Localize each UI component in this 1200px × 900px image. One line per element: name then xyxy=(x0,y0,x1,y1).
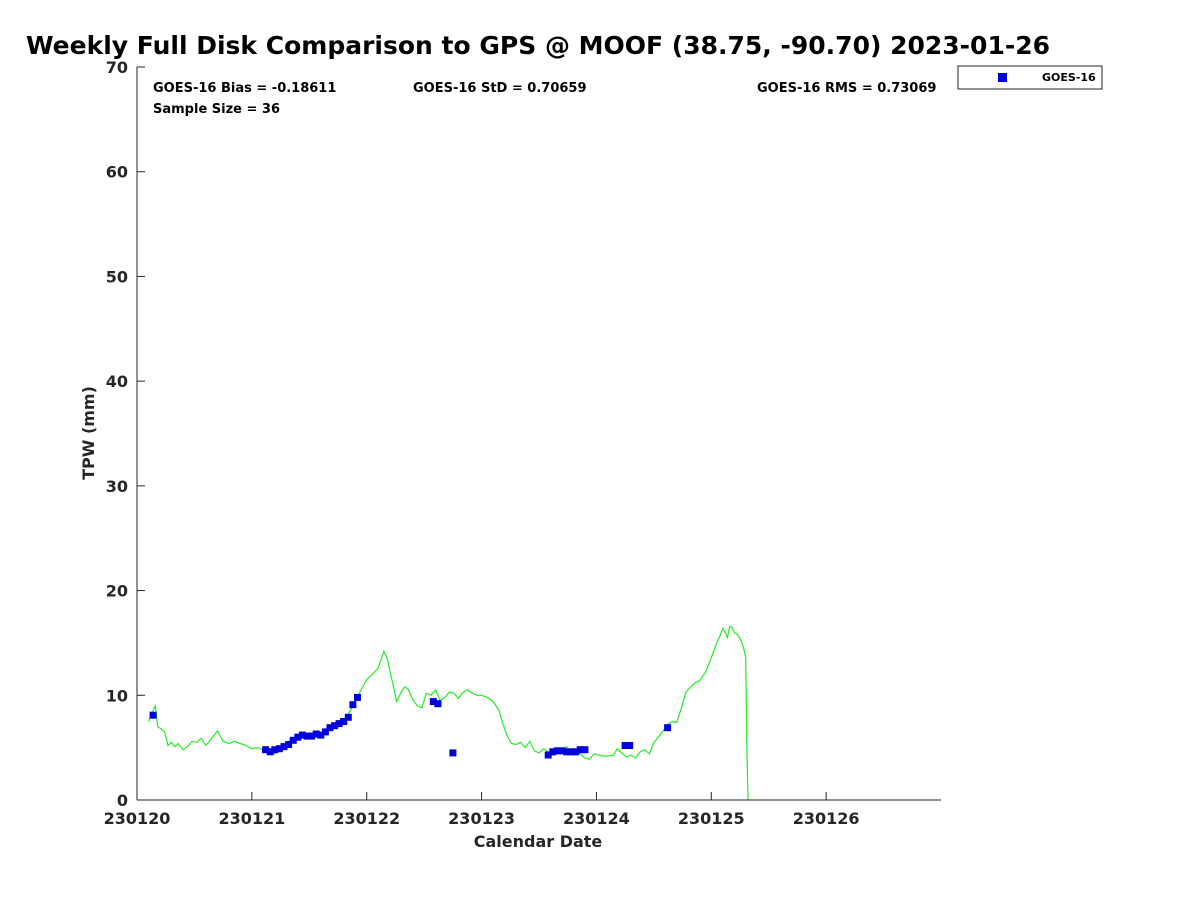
goes16-point xyxy=(285,741,293,748)
legend-marker xyxy=(998,73,1007,82)
y-tick-label: 20 xyxy=(106,582,128,601)
chart-title: Weekly Full Disk Comparison to GPS @ MOO… xyxy=(26,31,1050,60)
sample-size-stat: Sample Size = 36 xyxy=(153,102,280,117)
x-tick-label: 230124 xyxy=(563,809,630,828)
goes16-point xyxy=(303,732,311,740)
goes16-point xyxy=(271,746,279,754)
legend-box xyxy=(957,65,1103,90)
bias-stat: GOES-16 Bias = -0.18611 xyxy=(153,81,336,96)
legend: GOES-16 xyxy=(957,65,1103,90)
goes16-point xyxy=(280,743,288,751)
rms-stat: GOES-16 RMS = 0.73069 xyxy=(757,81,936,96)
goes16-point xyxy=(626,742,634,749)
goes16-point xyxy=(335,720,343,728)
goes16-point xyxy=(331,722,339,730)
goes16-point xyxy=(344,713,352,721)
y-tick-label: 60 xyxy=(106,163,128,182)
x-tick-label: 230121 xyxy=(218,809,285,828)
goes16-point xyxy=(544,751,552,759)
goes16-point xyxy=(317,731,325,739)
x-axis-label: Calendar Date xyxy=(474,832,603,851)
goes16-point xyxy=(298,731,306,739)
goes16-point xyxy=(449,749,457,757)
goes16-point xyxy=(275,745,283,753)
goes16-point xyxy=(572,748,580,756)
y-tick-label: 40 xyxy=(106,372,128,391)
goes16-point xyxy=(581,746,589,754)
x-tick-label: 230123 xyxy=(448,809,515,828)
x-axis-ticks: 230120 230121 230122 230123 230124 230125 2301… xyxy=(104,792,860,828)
x-tick-label: 230126 xyxy=(793,809,860,828)
x-tick-label: 230125 xyxy=(678,809,745,828)
goes16-point xyxy=(558,747,566,755)
goes16-point xyxy=(664,724,672,732)
axes xyxy=(136,67,941,801)
goes16-point xyxy=(321,728,329,736)
y-axis-label: TPW (mm) xyxy=(79,386,98,480)
y-tick-label: 30 xyxy=(106,477,128,496)
gps-series-line xyxy=(147,625,749,801)
goes16-point xyxy=(262,746,270,754)
y-tick-label: 70 xyxy=(106,58,128,77)
goes16-points xyxy=(149,693,672,759)
gps-series xyxy=(147,625,749,801)
goes16-point xyxy=(563,748,571,756)
goes16-point xyxy=(294,733,302,741)
goes16-point xyxy=(349,701,357,709)
goes16-point xyxy=(326,724,334,732)
goes16-point xyxy=(429,698,437,706)
y-tick-label: 50 xyxy=(106,267,128,286)
std-stat: GOES-16 StD = 0.70659 xyxy=(413,81,587,96)
goes16-point xyxy=(266,748,274,756)
y-tick-label: 0 xyxy=(117,791,128,810)
legend-label: GOES-16 xyxy=(1042,71,1096,84)
goes16-point xyxy=(567,748,575,756)
goes16-point xyxy=(149,711,157,719)
goes16-point xyxy=(289,736,297,744)
goes16-point xyxy=(549,748,557,756)
y-axis-ticks: 0 10 20 30 40 50 60 70 xyxy=(106,58,145,810)
x-tick-label: 230120 xyxy=(104,809,171,828)
goes16-point xyxy=(621,742,629,749)
y-tick-label: 10 xyxy=(106,686,128,705)
goes16-point xyxy=(434,700,442,708)
goes16-point xyxy=(308,732,316,740)
goes16-point xyxy=(576,746,584,754)
x-tick-label: 230122 xyxy=(333,809,400,828)
goes16-point xyxy=(312,730,320,738)
goes16-point xyxy=(354,693,361,701)
goes16-point xyxy=(553,747,561,755)
goes16-point xyxy=(340,718,348,725)
